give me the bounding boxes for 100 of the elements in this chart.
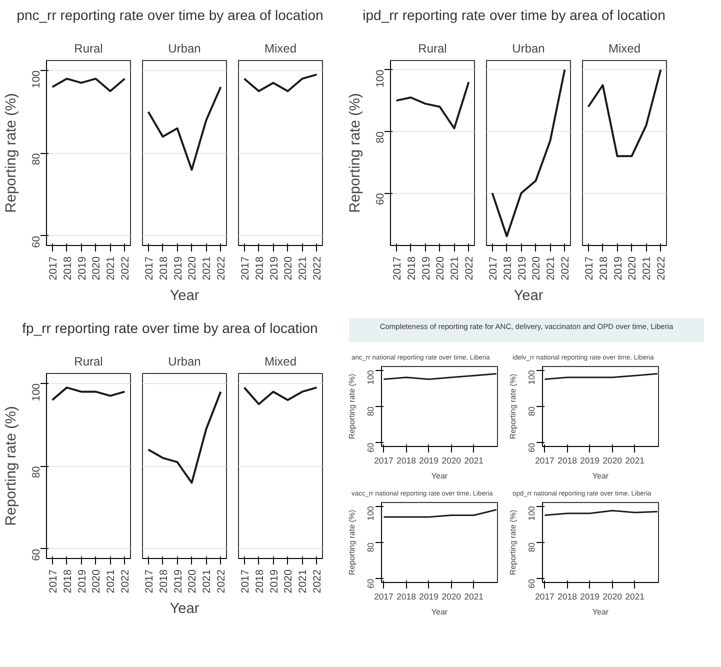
x-tick-label: 2020 (282, 569, 295, 594)
x-tick-label: 2020 (186, 256, 199, 280)
x-tick-label: 2020 (282, 256, 295, 280)
x-tick-label: 2019 (268, 256, 280, 280)
y-tick-label: 80 (30, 153, 42, 166)
y-tick-label: 100 (526, 506, 536, 521)
x-tick-label: 2022 (656, 256, 668, 280)
x-axis-title: Year (170, 601, 200, 618)
y-axis-title: Reporting rate (%) (348, 373, 356, 440)
chart-subtitle: Mixed (264, 42, 297, 56)
x-axis-title: Year (431, 608, 448, 616)
x-tick-label: 2020 (434, 256, 447, 280)
x-tick-label: 2020 (626, 256, 639, 280)
y-tick-label: 60 (526, 578, 536, 588)
x-tick-label: 2019 (580, 592, 600, 602)
chart-subtitle: Urban (168, 354, 201, 368)
y-tick-label: 60 (366, 578, 376, 588)
x-tick-label: 2018 (502, 256, 514, 280)
x-tick-label: 2022 (312, 569, 324, 594)
x-tick-label: 2017 (143, 569, 156, 594)
text: pnc_rr reporting rate over time by area of location (16, 6, 324, 25)
x-tick-label: 2021 (297, 569, 310, 594)
text: fp_rr reporting rate over time by area of location (22, 319, 318, 338)
x-tick-label: 2017 (47, 569, 60, 594)
y-axis-title: Reporting rate (%) (4, 406, 20, 526)
y-tick-label: 60 (30, 236, 42, 248)
y-axis-title: Reporting rate (%) (348, 509, 356, 576)
x-tick-label: 2019 (419, 456, 439, 466)
y-tick-label: 80 (374, 131, 386, 144)
x-tick-label: 2021 (201, 256, 214, 280)
x-tick-label: 2018 (558, 592, 578, 602)
x-tick-label: 2017 (143, 256, 156, 280)
y-tick-label: 60 (526, 442, 536, 452)
x-tick-label: 2018 (62, 256, 74, 280)
x-tick-label: 2021 (105, 569, 118, 594)
x-tick-label: 2019 (76, 256, 88, 280)
y-axis-title: Reporting rate (%) (4, 93, 20, 213)
x-tick-label: 2019 (580, 456, 600, 466)
x-tick-label: 2022 (216, 256, 228, 280)
y-tick-label: 100 (374, 70, 386, 88)
x-tick-label: 2020 (602, 592, 622, 602)
x-tick-label: 2017 (535, 456, 555, 466)
x-tick-label: 2022 (216, 569, 228, 594)
x-tick-label: 2018 (158, 256, 170, 280)
x-tick-label: 2021 (201, 569, 214, 594)
x-tick-label: 2021 (297, 256, 310, 280)
x-axis-title: Year (514, 288, 544, 304)
x-tick-label: 2019 (419, 592, 439, 602)
x-tick-label: 2020 (602, 456, 622, 466)
chart-subtitle: Rural (74, 42, 103, 56)
x-tick-label: 2017 (374, 456, 394, 466)
x-tick-label: 2021 (625, 592, 645, 602)
y-axis-title: Reporting rate (%) (508, 373, 518, 440)
y-tick-label: 100 (30, 70, 42, 88)
x-tick-label: 2019 (172, 569, 184, 594)
chart-subtitle: Mixed (264, 354, 297, 368)
x-tick-label: 2020 (530, 256, 543, 280)
y-tick-label: 80 (526, 406, 536, 416)
x-tick-label: 2020 (442, 456, 462, 466)
x-tick-label: 2020 (90, 569, 103, 594)
y-tick-label: 60 (374, 193, 386, 205)
y-axis-title: Reporting rate (%) (508, 509, 518, 576)
x-tick-label: 2019 (268, 569, 280, 594)
x-tick-label: 2021 (464, 592, 484, 602)
y-tick-label: 60 (366, 442, 376, 452)
x-tick-label: 2019 (76, 569, 88, 594)
x-tick-label: 2021 (449, 256, 462, 280)
x-tick-label: 2017 (239, 256, 252, 280)
y-tick-label: 100 (366, 370, 376, 385)
x-tick-label: 2018 (406, 256, 418, 280)
x-tick-label: 2020 (442, 592, 462, 602)
chart-subtitle: Urban (168, 42, 201, 56)
x-tick-label: 2021 (464, 456, 484, 466)
y-tick-label: 80 (366, 542, 376, 552)
x-tick-label: 2017 (487, 256, 500, 280)
x-tick-label: 2018 (598, 256, 610, 280)
x-tick-label: 2021 (641, 256, 654, 280)
x-tick-label: 2020 (90, 256, 103, 280)
x-tick-label: 2021 (625, 456, 645, 466)
x-tick-label: 2018 (254, 569, 266, 594)
x-tick-label: 2018 (396, 456, 416, 466)
x-tick-label: 2017 (583, 256, 596, 280)
x-tick-label: 2018 (558, 456, 578, 466)
x-tick-label: 2021 (105, 256, 118, 280)
chart-subtitle: Rural (74, 354, 103, 368)
x-tick-label: 2017 (374, 592, 394, 602)
x-tick-label: 2022 (120, 569, 132, 594)
y-tick-label: 100 (30, 383, 42, 402)
chart-subtitle: Mixed (608, 42, 641, 56)
y-tick-label: 100 (526, 370, 536, 385)
x-tick-label: 2019 (172, 256, 184, 280)
y-tick-label: 60 (30, 548, 42, 561)
x-tick-label: 2019 (516, 256, 528, 280)
x-tick-label: 2017 (239, 569, 252, 594)
x-tick-label: 2017 (535, 592, 555, 602)
y-tick-label: 80 (30, 466, 42, 478)
x-tick-label: 2018 (62, 569, 74, 594)
x-axis-title: Year (170, 288, 200, 304)
x-axis-title: Year (592, 472, 609, 480)
x-tick-label: 2018 (254, 256, 266, 280)
